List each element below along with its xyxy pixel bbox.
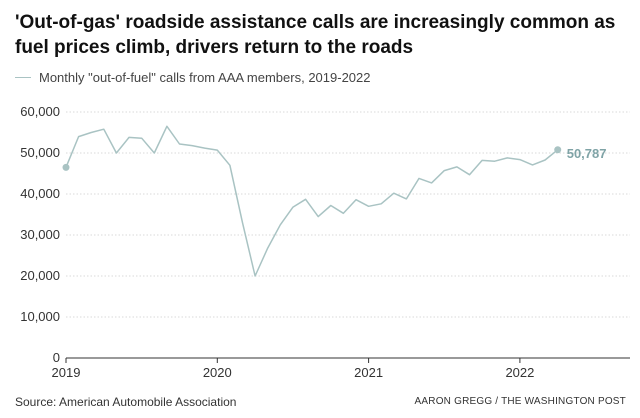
legend-swatch [15, 77, 31, 78]
y-tick-label: 40,000 [20, 186, 60, 201]
y-tick-label: 0 [53, 350, 60, 365]
y-tick-label: 30,000 [20, 227, 60, 242]
y-tick-label: 50,000 [20, 145, 60, 160]
legend-label: Monthly "out-of-fuel" calls from AAA mem… [39, 70, 371, 85]
y-tick-label: 20,000 [20, 268, 60, 283]
x-tick-label: 2019 [52, 365, 81, 380]
credit-line: AARON GREGG / THE WASHINGTON POST [414, 396, 626, 407]
x-tick-label: 2021 [354, 365, 383, 380]
end-value-label: 50,787 [567, 146, 607, 161]
source-note: Source: American Automobile Association [15, 395, 237, 409]
chart-title: 'Out-of-gas' roadside assistance calls a… [15, 12, 616, 58]
end-point-marker [554, 146, 562, 154]
x-tick-label: 2022 [505, 365, 534, 380]
y-tick-label: 10,000 [20, 309, 60, 324]
legend: Monthly "out-of-fuel" calls from AAA mem… [15, 70, 371, 85]
start-point-marker [62, 163, 70, 171]
series-line [65, 125, 559, 277]
y-tick-label: 60,000 [20, 104, 60, 119]
x-tick-label: 2020 [203, 365, 232, 380]
